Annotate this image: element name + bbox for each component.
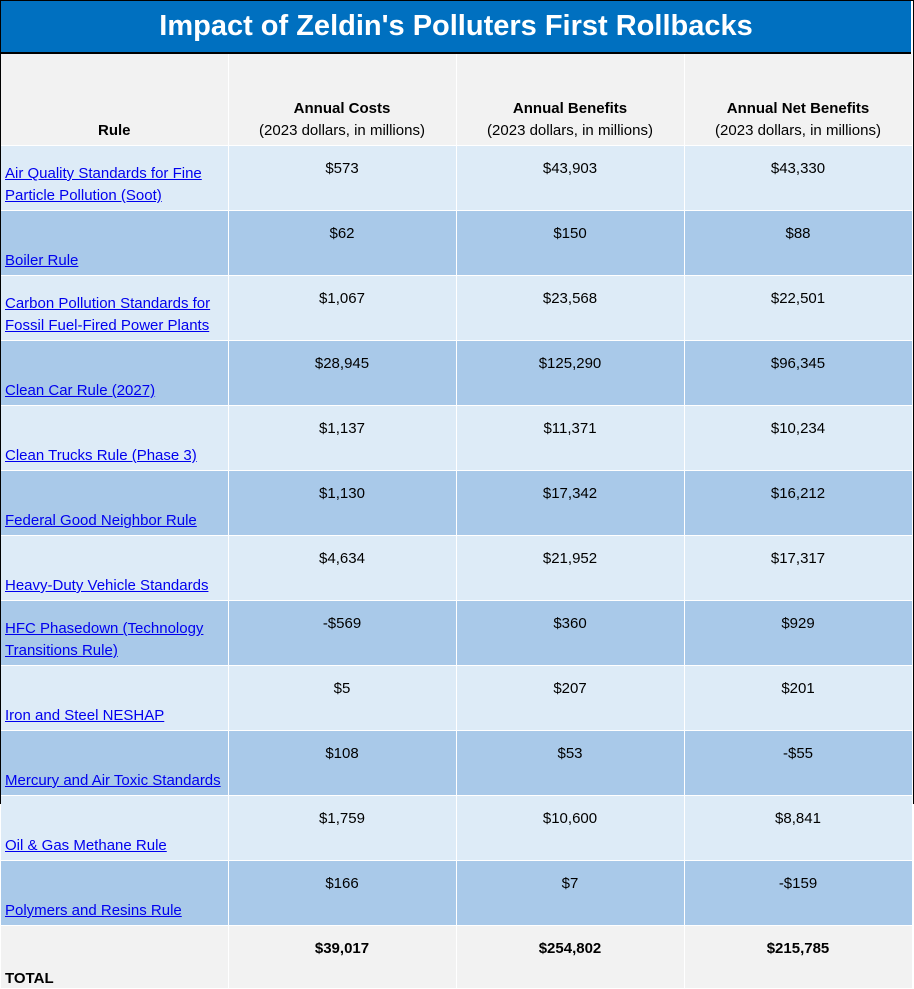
- table-row: Mercury and Air Toxic Standards $108 $53 -$…: [1, 730, 913, 796]
- annual-costs-cell: $1,137: [228, 405, 457, 471]
- header-net-label: Annual Net Benefits: [726, 100, 870, 117]
- rule-link[interactable]: Boiler Rule: [5, 252, 79, 269]
- annual-net-benefits-cell: $43,330: [684, 145, 913, 211]
- rule-cell: Mercury and Air Toxic Standards: [1, 730, 229, 796]
- annual-costs-cell: $1,130: [228, 470, 457, 536]
- rule-link[interactable]: Clean Car Rule (2027): [5, 382, 156, 399]
- annual-net-benefits-cell: $22,501: [684, 275, 913, 341]
- annual-costs-cell: $5: [228, 665, 457, 731]
- table-row: Carbon Pollution Standards for Fossil Fu…: [1, 275, 913, 341]
- annual-costs-cell: $4,634: [228, 535, 457, 601]
- header-rule-label: Rule: [97, 122, 131, 139]
- annual-costs-cell: $108: [228, 730, 457, 796]
- table-row: Heavy-Duty Vehicle Standards $4,634 $21,95…: [1, 535, 913, 601]
- total-label: TOTAL: [1, 925, 229, 989]
- table-row: Polymers and Resins Rule $166 $7 -$159: [1, 860, 913, 926]
- rollbacks-table: Rule Annual Costs (2023 dollars, in mill…: [1, 54, 913, 989]
- annual-benefits-cell: $11,371: [456, 405, 685, 471]
- rule-cell: Polymers and Resins Rule: [1, 860, 229, 926]
- annual-net-benefits-cell: $929: [684, 600, 913, 666]
- annual-net-benefits-cell: $10,234: [684, 405, 913, 471]
- table-row: Air Quality Standards for Fine Particle …: [1, 145, 913, 211]
- annual-benefits-cell: $207: [456, 665, 685, 731]
- rule-link[interactable]: Air Quality Standards for Fine Particle …: [5, 165, 202, 204]
- rule-link[interactable]: Carbon Pollution Standards for Fossil Fu…: [5, 295, 211, 334]
- rule-cell: Federal Good Neighbor Rule: [1, 470, 229, 536]
- annual-benefits-cell: $10,600: [456, 795, 685, 861]
- annual-costs-cell: $573: [228, 145, 457, 211]
- table-row: Clean Trucks Rule (Phase 3) $1,137 $11,371…: [1, 405, 913, 471]
- annual-costs-cell: $1,759: [228, 795, 457, 861]
- annual-costs-cell: $62: [228, 210, 457, 276]
- total-annual-costs: $39,017: [228, 925, 457, 989]
- rule-cell: Oil & Gas Methane Rule: [1, 795, 229, 861]
- rule-cell: HFC Phasedown (Technology Transitions Ru…: [1, 600, 229, 666]
- total-row: TOTAL $39,017 $254,802 $215,785: [1, 925, 913, 989]
- rule-link[interactable]: Iron and Steel NESHAP: [5, 707, 165, 724]
- header-annual-net-benefits: Annual Net Benefits (2023 dollars, in mi…: [684, 54, 913, 146]
- annual-net-benefits-cell: $17,317: [684, 535, 913, 601]
- header-costs-label: Annual Costs: [293, 100, 391, 117]
- annual-net-benefits-cell: $96,345: [684, 340, 913, 406]
- rule-link[interactable]: Mercury and Air Toxic Standards: [5, 772, 221, 789]
- rule-cell: Boiler Rule: [1, 210, 229, 276]
- rule-cell: Clean Car Rule (2027): [1, 340, 229, 406]
- header-annual-costs: Annual Costs (2023 dollars, in millions): [228, 54, 457, 146]
- rule-link[interactable]: Oil & Gas Methane Rule: [5, 837, 167, 854]
- rule-link[interactable]: HFC Phasedown (Technology Transitions Ru…: [5, 620, 204, 659]
- annual-costs-cell: $1,067: [228, 275, 457, 341]
- total-annual-net-benefits: $215,785: [684, 925, 913, 989]
- table-row: Boiler Rule $62 $150 $88: [1, 210, 913, 276]
- annual-benefits-cell: $53: [456, 730, 685, 796]
- annual-benefits-cell: $7: [456, 860, 685, 926]
- annual-benefits-cell: $360: [456, 600, 685, 666]
- rule-link[interactable]: Federal Good Neighbor Rule: [5, 512, 197, 529]
- header-benefits-units: (2023 dollars, in millions): [487, 122, 653, 139]
- rule-link[interactable]: Heavy-Duty Vehicle Standards: [5, 577, 209, 594]
- annual-benefits-cell: $150: [456, 210, 685, 276]
- annual-net-benefits-cell: -$159: [684, 860, 913, 926]
- rule-cell: Iron and Steel NESHAP: [1, 665, 229, 731]
- annual-net-benefits-cell: $16,212: [684, 470, 913, 536]
- rule-cell: Air Quality Standards for Fine Particle …: [1, 145, 229, 211]
- annual-net-benefits-cell: -$55: [684, 730, 913, 796]
- total-annual-benefits: $254,802: [456, 925, 685, 989]
- annual-benefits-cell: $23,568: [456, 275, 685, 341]
- annual-net-benefits-cell: $201: [684, 665, 913, 731]
- rule-link[interactable]: Polymers and Resins Rule: [5, 902, 182, 919]
- rule-cell: Clean Trucks Rule (Phase 3): [1, 405, 229, 471]
- header-benefits-label: Annual Benefits: [512, 100, 628, 117]
- rule-cell: Carbon Pollution Standards for Fossil Fu…: [1, 275, 229, 341]
- table-row: Federal Good Neighbor Rule $1,130 $17,342 $…: [1, 470, 913, 536]
- table-row: Iron and Steel NESHAP $5 $207 $201: [1, 665, 913, 731]
- annual-benefits-cell: $17,342: [456, 470, 685, 536]
- annual-net-benefits-cell: $8,841: [684, 795, 913, 861]
- header-costs-units: (2023 dollars, in millions): [259, 122, 425, 139]
- rule-link[interactable]: Clean Trucks Rule (Phase 3): [5, 447, 197, 464]
- header-row: Rule Annual Costs (2023 dollars, in mill…: [1, 54, 913, 146]
- table-row: HFC Phasedown (Technology Transitions Ru…: [1, 600, 913, 666]
- header-rule: Rule: [1, 54, 229, 146]
- rule-cell: Heavy-Duty Vehicle Standards: [1, 535, 229, 601]
- annual-benefits-cell: $43,903: [456, 145, 685, 211]
- annual-benefits-cell: $125,290: [456, 340, 685, 406]
- table-row: Clean Car Rule (2027) $28,945 $125,290 $96,…: [1, 340, 913, 406]
- table-title: Impact of Zeldin's Polluters First Rollb…: [1, 1, 911, 54]
- annual-net-benefits-cell: $88: [684, 210, 913, 276]
- annual-costs-cell: $166: [228, 860, 457, 926]
- header-net-units: (2023 dollars, in millions): [715, 122, 881, 139]
- annual-benefits-cell: $21,952: [456, 535, 685, 601]
- annual-costs-cell: -$569: [228, 600, 457, 666]
- table-row: Oil & Gas Methane Rule $1,759 $10,600 $8,84…: [1, 795, 913, 861]
- annual-costs-cell: $28,945: [228, 340, 457, 406]
- header-annual-benefits: Annual Benefits (2023 dollars, in millio…: [456, 54, 685, 146]
